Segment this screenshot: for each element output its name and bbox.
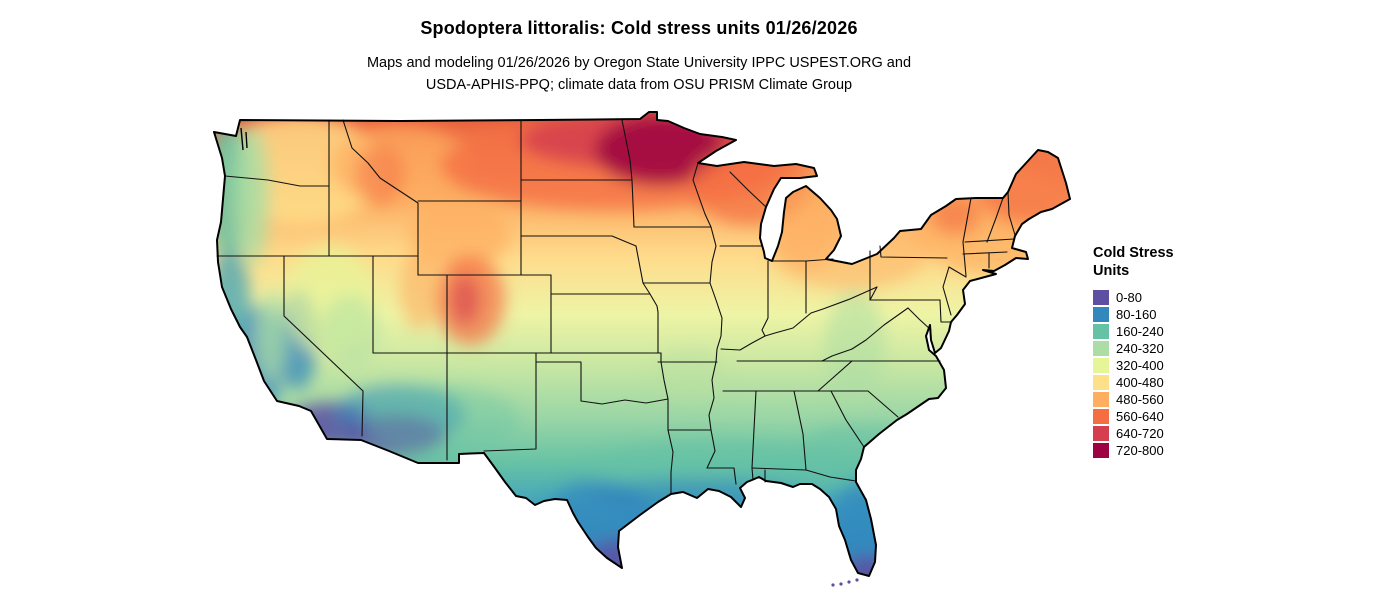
subtitle-line-1: Maps and modeling 01/26/2026 by Oregon S… [366,55,912,71]
legend-swatch [1093,443,1109,458]
legend-label: 320-400 [1116,358,1164,373]
legend-label: 640-720 [1116,426,1164,441]
legend-swatch [1093,324,1109,339]
legend-item: 160-240 [1093,323,1174,340]
legend-swatch [1093,307,1109,322]
legend-title-line-1: Cold Stress [1093,245,1174,261]
legend-item: 640-720 [1093,425,1174,442]
legend-item: 320-400 [1093,357,1174,374]
us-outline [213,111,1071,577]
florida-keys [831,578,859,587]
legend-swatch [1093,341,1109,356]
legend: Cold Stress Units 0-80 80-160 160-240 240-3… [1093,244,1174,459]
legend-label: 160-240 [1116,324,1164,339]
subtitle-line-2: USDA-APHIS-PPQ; climate data from OSU PR… [425,77,853,93]
puget-sound-detail [240,127,248,151]
legend-item: 80-160 [1093,306,1174,323]
legend-label: 560-640 [1116,409,1164,424]
legend-item: 400-480 [1093,374,1174,391]
legend-swatch [1093,426,1109,441]
legend-title-line-2: Units [1093,263,1130,279]
page-title: Spodoptera littoralis: Cold stress units… [420,18,858,38]
header: Spodoptera littoralis: Cold stress units… [0,18,1278,96]
legend-label: 400-480 [1116,375,1164,390]
legend-swatch [1093,392,1109,407]
choropleth-fill [214,112,1070,576]
legend-item: 0-80 [1093,289,1174,306]
legend-swatch [1093,375,1109,390]
legend-label: 240-320 [1116,341,1164,356]
state-borders [216,119,1016,495]
legend-title: Cold Stress Units [1093,244,1174,280]
legend-label: 80-160 [1116,307,1157,322]
legend-item: 720-800 [1093,442,1174,459]
legend-label: 0-80 [1116,290,1143,305]
legend-items: 0-80 80-160 160-240 240-320 320-400 400-480 48… [1093,289,1174,459]
legend-item: 240-320 [1093,340,1174,357]
legend-label: 720-800 [1116,443,1164,458]
legend-item: 480-560 [1093,391,1174,408]
legend-swatch [1093,409,1109,424]
subtitle: Maps and modeling 01/26/2026 by Oregon S… [0,52,1278,96]
legend-swatch [1093,358,1109,373]
legend-item: 560-640 [1093,408,1174,425]
legend-label: 480-560 [1116,392,1164,407]
legend-swatch [1093,290,1109,305]
